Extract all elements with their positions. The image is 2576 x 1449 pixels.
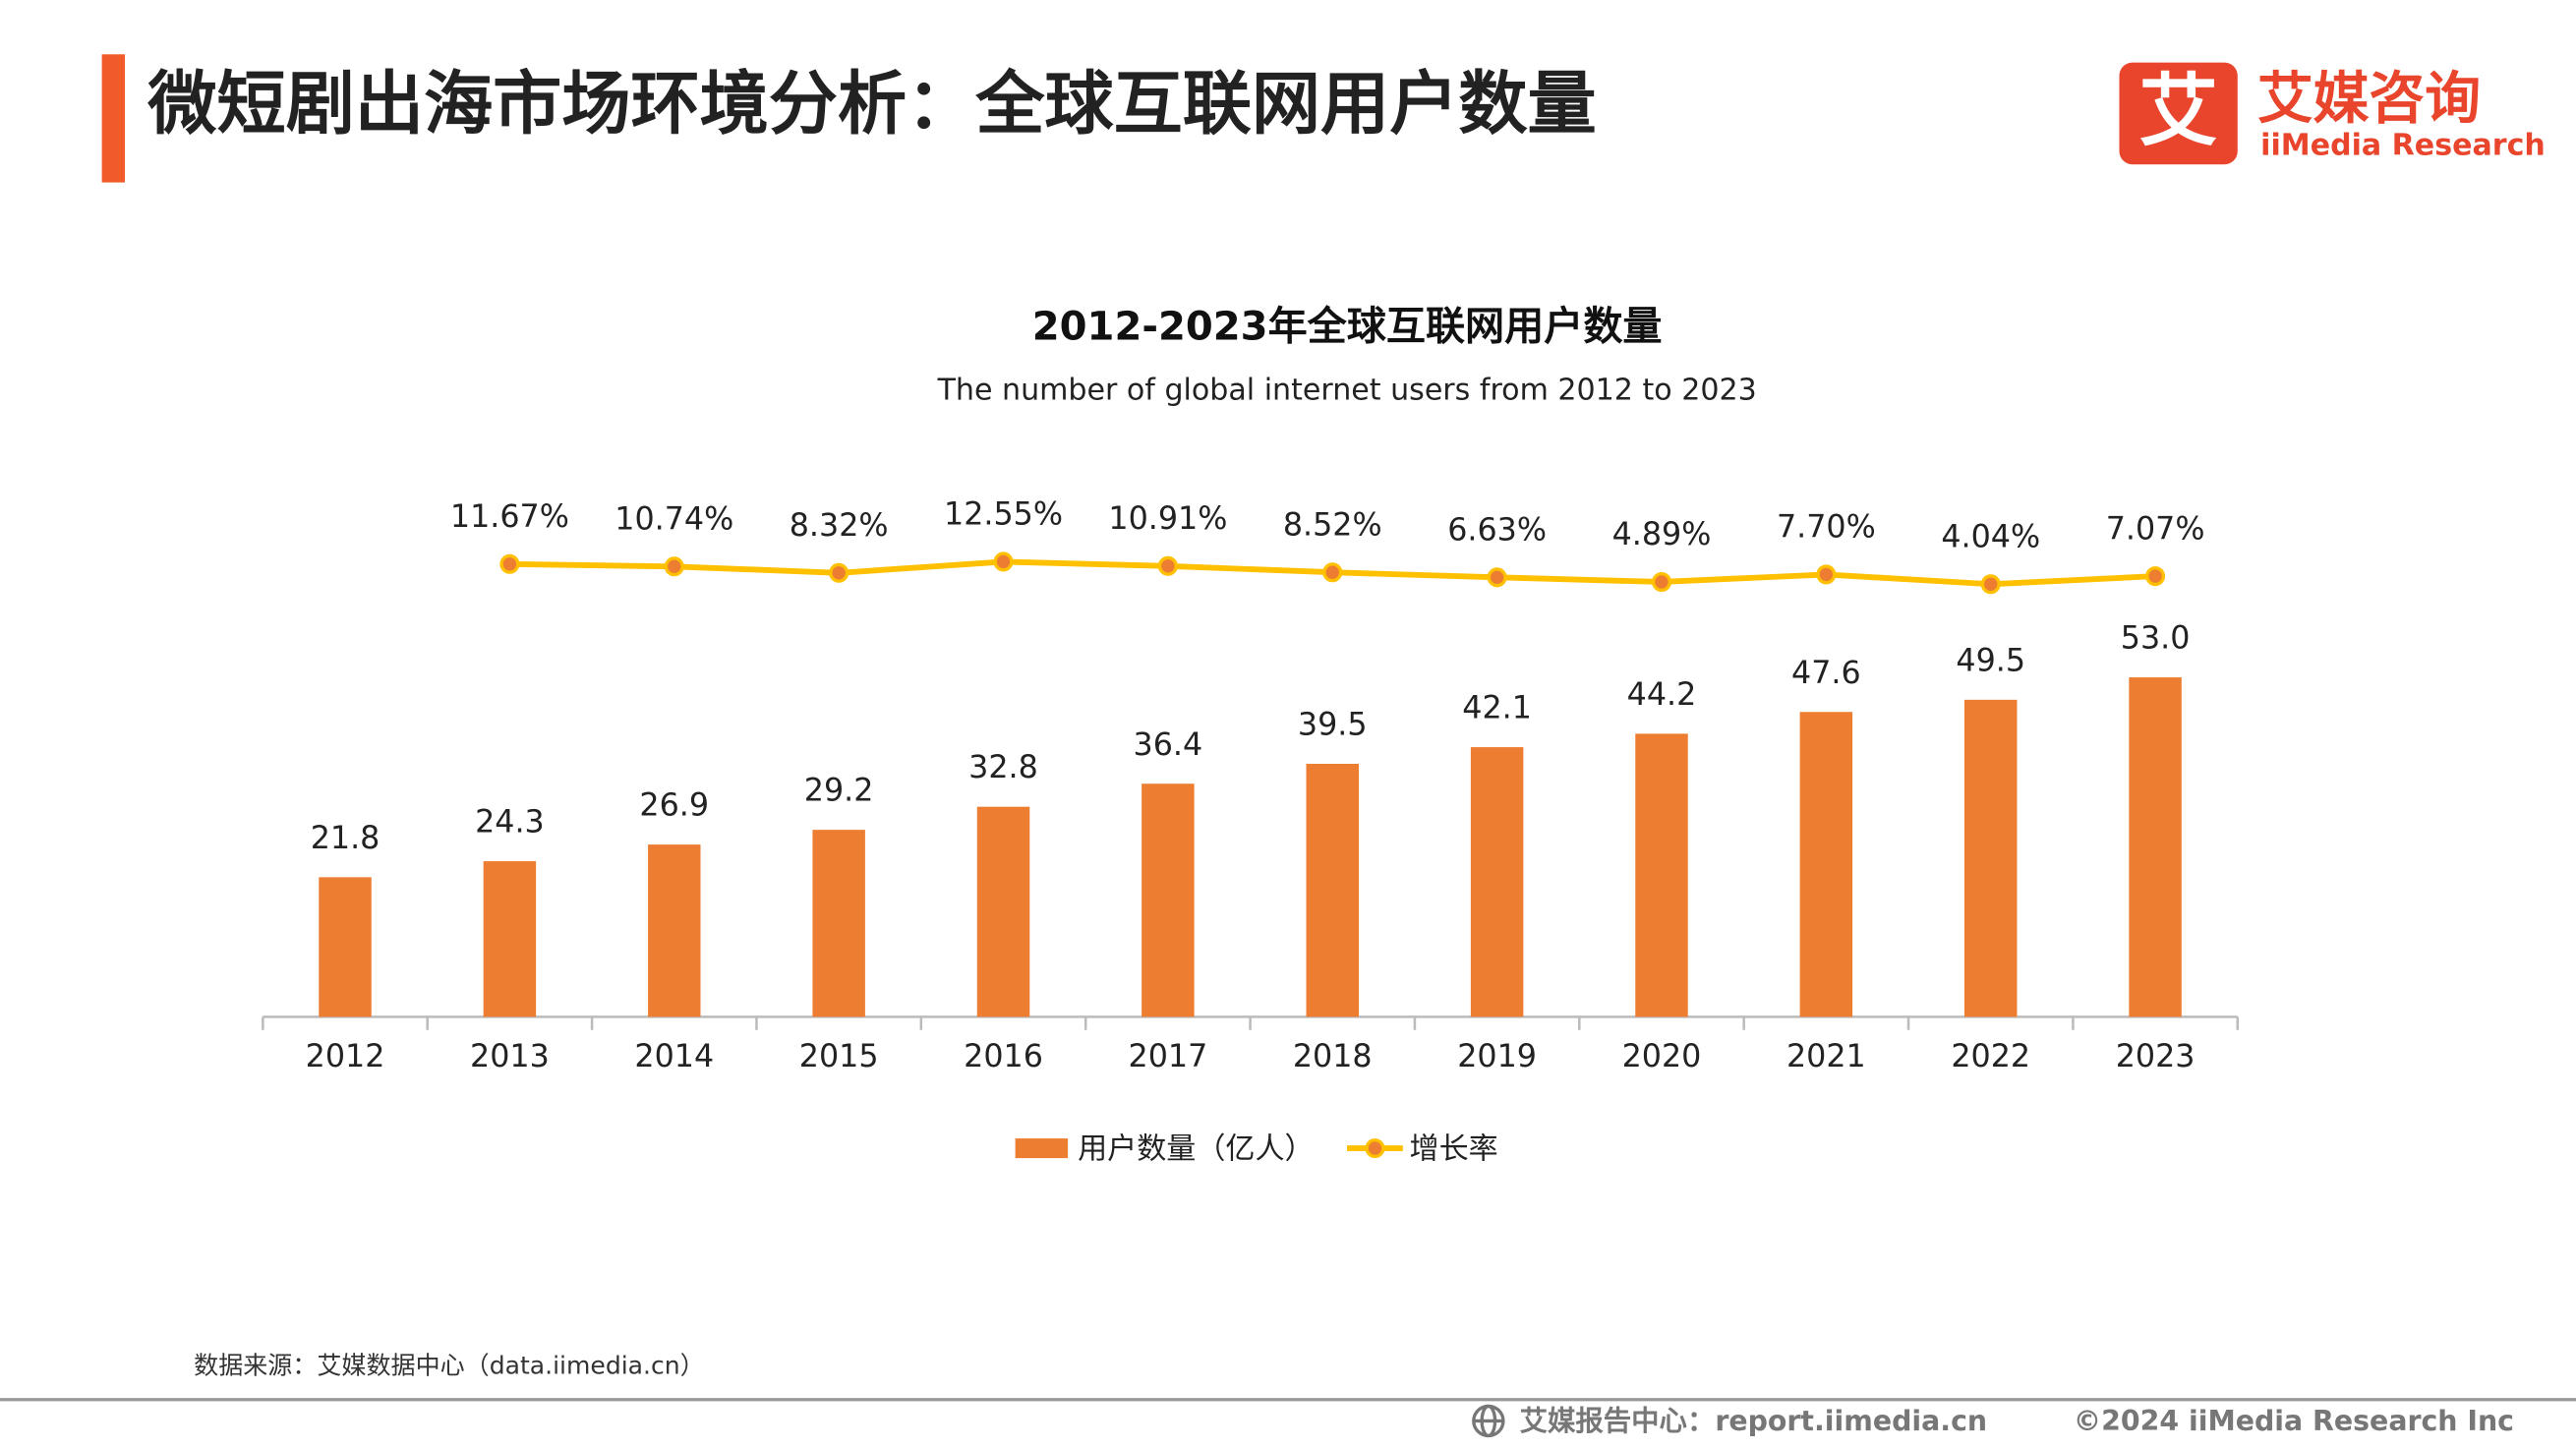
bar [1799, 712, 1853, 1017]
data-label: 49.5 [1956, 643, 2025, 678]
data-label: 32.8 [968, 750, 1038, 785]
data-label: 7.70% [1777, 510, 1876, 546]
data-label: 42.1 [1462, 691, 1532, 726]
data-label: 11.67% [450, 499, 569, 535]
data-label: 10.91% [1108, 501, 1227, 537]
data-label: 29.2 [804, 774, 874, 809]
x-tick-label: 2012 [306, 1039, 385, 1074]
line-marker [1651, 571, 1672, 592]
chart-title: 2012-2023年全球互联网用户数量 [1032, 304, 1663, 349]
x-tick-label: 2021 [1786, 1039, 1866, 1074]
data-label: 4.04% [1941, 519, 2040, 554]
x-tick-label: 2018 [1293, 1039, 1373, 1074]
data-label: 21.8 [311, 821, 381, 856]
legend-label: 增长率 [1410, 1131, 1498, 1166]
x-tick-label: 2023 [2116, 1039, 2195, 1074]
logo-box [2119, 62, 2238, 165]
report-site: 艾媒报告中心：report.iimedia.cn [1520, 1405, 1988, 1437]
bar [648, 844, 701, 1017]
bar [319, 877, 372, 1017]
line-marker [1816, 564, 1837, 585]
legend-swatch [1015, 1138, 1069, 1159]
line-marker [829, 562, 849, 583]
line-marker [664, 556, 684, 577]
bar [812, 830, 865, 1017]
logo-mark: 艾 [2139, 66, 2218, 157]
x-tick-label: 2017 [1129, 1039, 1208, 1074]
x-tick-label: 2015 [799, 1039, 879, 1074]
data-label: 12.55% [944, 497, 1063, 533]
logo-cn: 艾媒咨询 [2257, 66, 2481, 131]
legend-marker [1365, 1138, 1385, 1159]
data-label: 26.9 [639, 788, 709, 824]
data-label: 39.5 [1298, 708, 1368, 743]
bar [1470, 747, 1524, 1017]
bar [1142, 783, 1195, 1017]
data-label: 7.07% [2106, 511, 2205, 547]
bar [1964, 699, 2018, 1017]
line-marker [1157, 555, 1178, 576]
bar [2129, 677, 2182, 1017]
globe-icon [1472, 1404, 1505, 1438]
x-tick-label: 2022 [1951, 1039, 2030, 1074]
bar [483, 861, 537, 1017]
line-marker [993, 551, 1014, 572]
copyright: ©2024 iiMedia Research Inc [2074, 1405, 2514, 1437]
x-tick-label: 2020 [1622, 1039, 1702, 1074]
data-label: 24.3 [475, 805, 545, 840]
bar [1635, 733, 1688, 1017]
data-label: 47.6 [1791, 656, 1861, 691]
data-label: 36.4 [1134, 727, 1203, 763]
data-label: 53.0 [2121, 621, 2191, 657]
data-label: 8.32% [790, 508, 889, 544]
logo-en: iiMedia Research [2260, 128, 2546, 162]
bar [1306, 764, 1359, 1017]
data-label: 4.89% [1612, 517, 1712, 552]
data-label: 6.63% [1447, 513, 1547, 549]
line-marker [1322, 562, 1343, 583]
x-tick-label: 2016 [964, 1039, 1043, 1074]
title-accent [101, 54, 125, 183]
line-marker [1487, 567, 1507, 588]
line-marker [2145, 566, 2166, 587]
data-label: 44.2 [1627, 677, 1697, 713]
data-label: 10.74% [615, 501, 733, 537]
x-tick-label: 2014 [634, 1039, 714, 1074]
plot: 2012 2013 2014 2015 2016 2017 2018 2019 2020 2021… [262, 497, 2240, 1166]
bar [976, 806, 1030, 1017]
data-label: 8.52% [1283, 507, 1382, 543]
line-marker [1980, 574, 2001, 595]
page-title: 微短剧出海市场环境分析：全球互联网用户数量 [146, 63, 1596, 144]
chart-subtitle: The number of global internet users from… [937, 373, 1757, 407]
source: 数据来源：艾媒数据中心（data.iimedia.cn） [194, 1351, 705, 1379]
x-tick-label: 2019 [1457, 1039, 1537, 1074]
legend-label: 用户数量（亿人） [1078, 1131, 1315, 1166]
x-tick-label: 2013 [470, 1039, 550, 1074]
line-marker [499, 553, 520, 574]
